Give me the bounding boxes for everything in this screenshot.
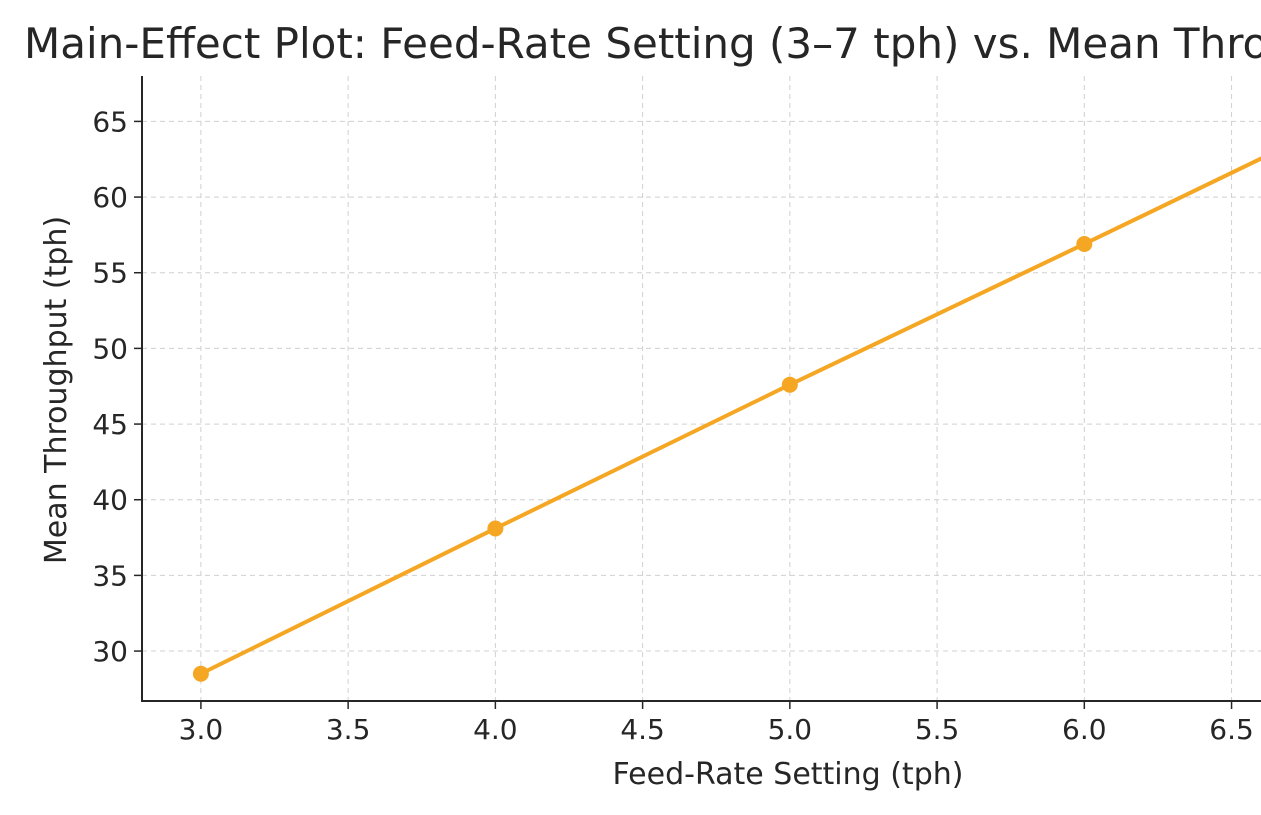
y-tick-label: 60 xyxy=(92,181,128,214)
y-tick-label: 65 xyxy=(92,105,128,138)
y-axis-label: Mean Throughput (tph) xyxy=(39,216,74,564)
x-axis-ticks: 3.0 3.5 4.0 4.5 5.0 5.5 6.0 6.5 xyxy=(179,701,1254,746)
series-line xyxy=(198,156,1261,676)
x-tick-label: 3.0 xyxy=(179,713,224,746)
x-tick-label: 6.0 xyxy=(1062,713,1107,746)
chart-title: Main-Effect Plot: Feed-Rate Setting (3–7… xyxy=(24,19,1261,68)
y-axis-ticks: 30 35 40 45 50 55 60 65 xyxy=(92,105,142,668)
data-point xyxy=(192,665,209,682)
x-tick-label: 5.0 xyxy=(768,713,813,746)
grid-lines xyxy=(142,76,1261,701)
x-tick-label: 3.5 xyxy=(326,713,371,746)
y-tick-label: 50 xyxy=(92,332,128,365)
y-tick-label: 45 xyxy=(92,408,128,441)
data-point xyxy=(1076,235,1093,252)
x-tick-label: 4.0 xyxy=(473,713,518,746)
data-point xyxy=(487,520,504,537)
y-tick-label: 55 xyxy=(92,257,128,290)
axes xyxy=(141,76,1261,702)
x-tick-label: 6.5 xyxy=(1209,713,1254,746)
x-axis-label: Feed-Rate Setting (tph) xyxy=(613,757,964,792)
data-point xyxy=(781,376,798,393)
series-throughput xyxy=(192,156,1261,682)
y-tick-label: 35 xyxy=(92,559,128,592)
x-tick-label: 4.5 xyxy=(620,713,665,746)
y-tick-label: 30 xyxy=(92,635,128,668)
y-tick-label: 40 xyxy=(92,484,128,517)
x-tick-label: 5.5 xyxy=(915,713,960,746)
